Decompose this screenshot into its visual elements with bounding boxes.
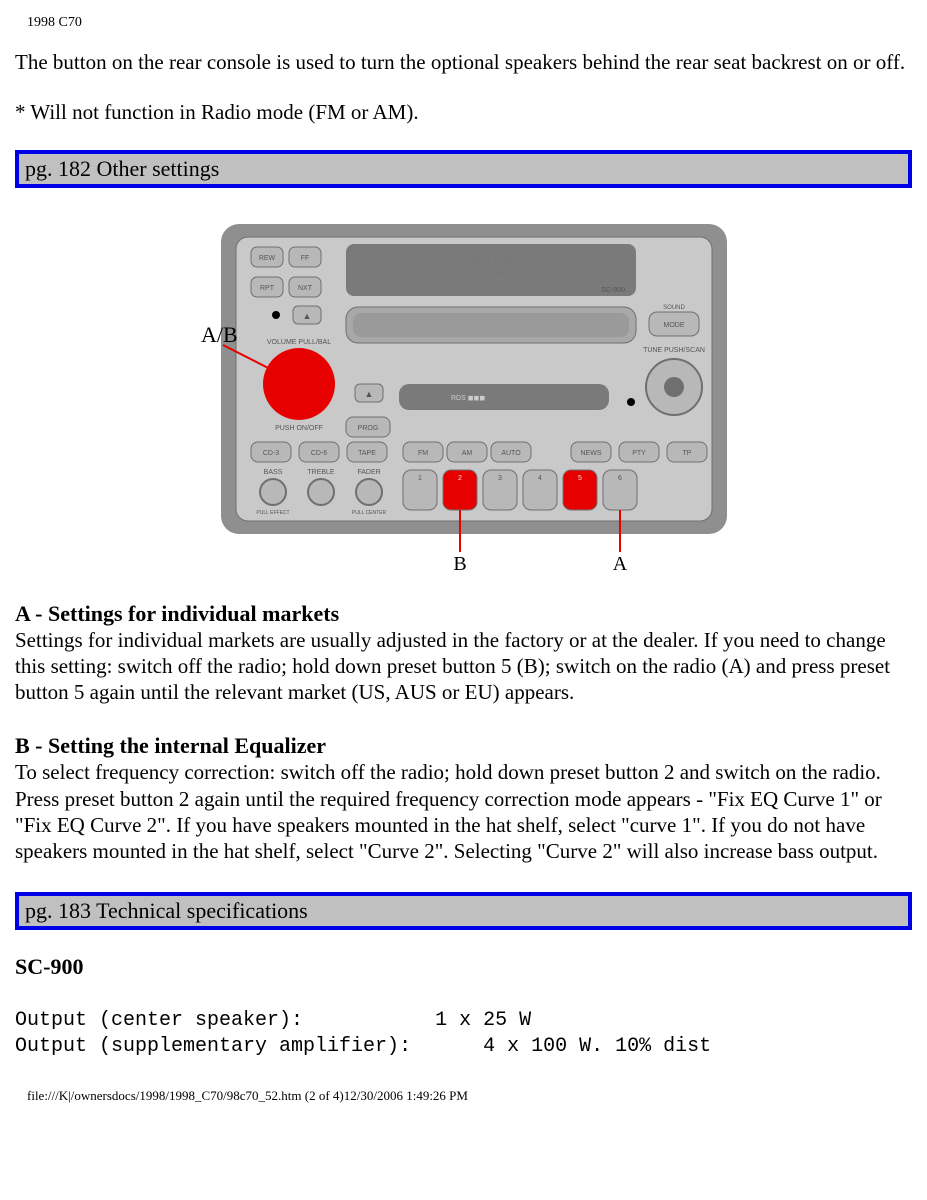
svg-text:VOLVO: VOLVO (469, 256, 513, 267)
svg-text:3: 3 (498, 475, 502, 482)
svg-text:FADER: FADER (357, 469, 380, 476)
section-b: B - Setting the internal Equalizer To se… (15, 733, 912, 864)
svg-text:CD-6: CD-6 (310, 450, 326, 457)
section-b-heading: B - Setting the internal Equalizer (15, 733, 326, 758)
svg-text:FM: FM (417, 450, 427, 457)
svg-text:PROG: PROG (357, 425, 378, 432)
svg-text:PULL EFFECT: PULL EFFECT (256, 510, 289, 516)
svg-text:MODE: MODE (663, 322, 684, 329)
svg-text:▲: ▲ (364, 389, 373, 399)
radio-diagram: VOLVO 3 DISC CHANGER SC-900 REW FF RPT NXT SOUN… (181, 212, 747, 577)
svg-text:FF: FF (300, 255, 309, 262)
section-b-body: To select frequency correction: switch o… (15, 759, 912, 864)
svg-text:5: 5 (578, 475, 582, 482)
radio-svg: VOLVO 3 DISC CHANGER SC-900 REW FF RPT NXT SOUN… (181, 212, 747, 577)
svg-text:B: B (453, 553, 466, 575)
svg-text:BASS: BASS (263, 469, 282, 476)
specs-model-heading: SC-900 (15, 954, 912, 980)
svg-text:3 DISC CHANGER: 3 DISC CHANGER (465, 272, 517, 278)
intro-paragraph-2: * Will not function in Radio mode (FM or… (15, 99, 912, 125)
svg-text:RPT: RPT (260, 285, 275, 292)
svg-text:PULL CENTER: PULL CENTER (351, 510, 386, 516)
svg-text:AM: AM (461, 450, 472, 457)
page-header: 1998 C70 (27, 15, 912, 31)
svg-text:RDS ◼◼◼: RDS ◼◼◼ (451, 395, 485, 402)
svg-text:NEWS: NEWS (580, 450, 601, 457)
svg-text:PUSH ON/OFF: PUSH ON/OFF (275, 425, 323, 432)
svg-text:TP: TP (682, 450, 691, 457)
svg-text:TAPE: TAPE (358, 450, 376, 457)
intro-paragraph-1: The button on the rear console is used t… (15, 49, 912, 75)
svg-text:PTY: PTY (632, 450, 646, 457)
svg-text:▲: ▲ (302, 311, 311, 321)
svg-text:SOUND: SOUND (663, 305, 685, 311)
section-a-body: Settings for individual markets are usua… (15, 627, 912, 706)
footer-path: file:///K|/ownersdocs/1998/1998_C70/98c7… (27, 1088, 912, 1104)
specs-lines: Output (center speaker): 1 x 25 W Output… (15, 1008, 912, 1060)
svg-text:AUTO: AUTO (501, 450, 521, 457)
section-a: A - Settings for individual markets Sett… (15, 601, 912, 706)
section-banner-other-settings: pg. 182 Other settings (15, 150, 912, 188)
svg-text:TREBLE: TREBLE (307, 469, 335, 476)
svg-text:CD-3: CD-3 (262, 450, 278, 457)
svg-text:TUNE PUSH/SCAN: TUNE PUSH/SCAN (643, 347, 705, 354)
svg-text:VOLUME PULL/BAL: VOLUME PULL/BAL (266, 339, 330, 346)
svg-text:REW: REW (258, 255, 275, 262)
svg-text:1: 1 (418, 475, 422, 482)
section-banner-tech-specs: pg. 183 Technical specifications (15, 892, 912, 930)
svg-text:4: 4 (538, 475, 542, 482)
section-a-heading: A - Settings for individual markets (15, 601, 339, 626)
svg-text:SC-900: SC-900 (601, 287, 625, 294)
svg-text:2: 2 (458, 475, 462, 482)
svg-text:NXT: NXT (298, 285, 313, 292)
svg-text:6: 6 (618, 475, 622, 482)
svg-text:A/B: A/B (201, 322, 238, 347)
svg-text:A: A (612, 553, 627, 575)
